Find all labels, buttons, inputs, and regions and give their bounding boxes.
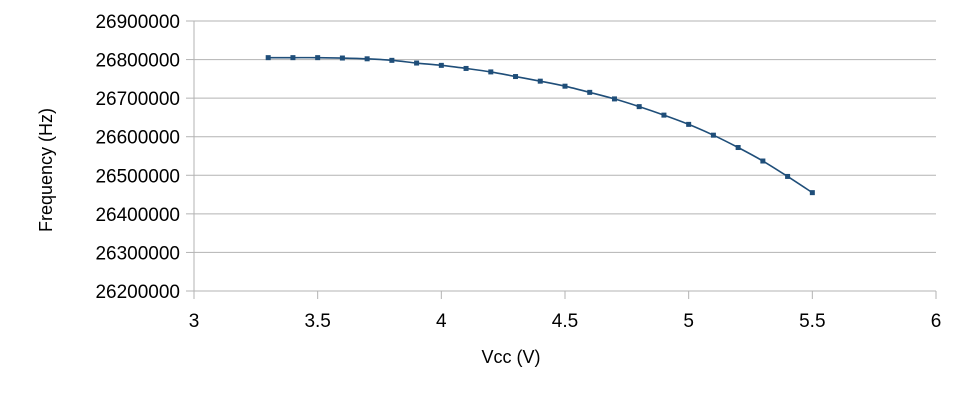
data-point: [389, 57, 395, 63]
x-tick-label: 5: [683, 311, 694, 332]
data-point: [414, 60, 420, 66]
x-tick-label: 4: [436, 311, 447, 332]
y-tick-labels: 26200000 26300000 26400000 26500000 26600000…: [95, 12, 180, 303]
x-tick-label: 6: [931, 311, 942, 332]
data-point: [438, 62, 444, 68]
data-point: [265, 55, 271, 61]
data-point: [686, 121, 692, 127]
data-point: [537, 78, 543, 84]
data-point: [661, 112, 667, 118]
x-tick-labels: 3 3.5 4 4.5 5 5.5 6: [189, 311, 942, 332]
data-point: [562, 83, 568, 89]
data-point: [513, 74, 519, 80]
data-point: [785, 173, 791, 179]
y-tick-label: 26700000: [95, 89, 180, 110]
data-point: [315, 55, 321, 61]
x-tick-label: 3: [189, 311, 200, 332]
data-point: [339, 55, 345, 61]
data-point: [760, 158, 766, 164]
y-tick-label: 26800000: [95, 51, 180, 72]
y-tick-label: 26900000: [95, 12, 180, 33]
x-tick-label: 3.5: [304, 311, 330, 332]
x-tick-label: 4.5: [552, 311, 578, 332]
gridlines: [194, 20, 936, 292]
data-series: [265, 55, 815, 196]
data-point: [611, 96, 617, 102]
x-tick-label: 5.5: [799, 311, 825, 332]
data-point: [463, 65, 469, 71]
data-point: [290, 55, 296, 61]
x-axis-title: Vcc (V): [481, 347, 540, 367]
data-point: [636, 104, 642, 110]
data-point: [735, 145, 741, 151]
y-axis-title: Frequency (Hz): [36, 108, 56, 232]
y-tick-label: 26600000: [95, 128, 180, 149]
data-point: [809, 190, 815, 196]
data-point: [488, 69, 494, 75]
y-tick-label: 26400000: [95, 205, 180, 226]
axes: [186, 20, 937, 299]
y-tick-label: 26500000: [95, 166, 180, 187]
y-tick-label: 26200000: [95, 282, 180, 303]
data-point: [364, 56, 370, 62]
data-point: [710, 132, 716, 138]
y-tick-label: 26300000: [95, 243, 180, 264]
data-point: [587, 89, 593, 95]
series-line: [268, 56, 813, 194]
